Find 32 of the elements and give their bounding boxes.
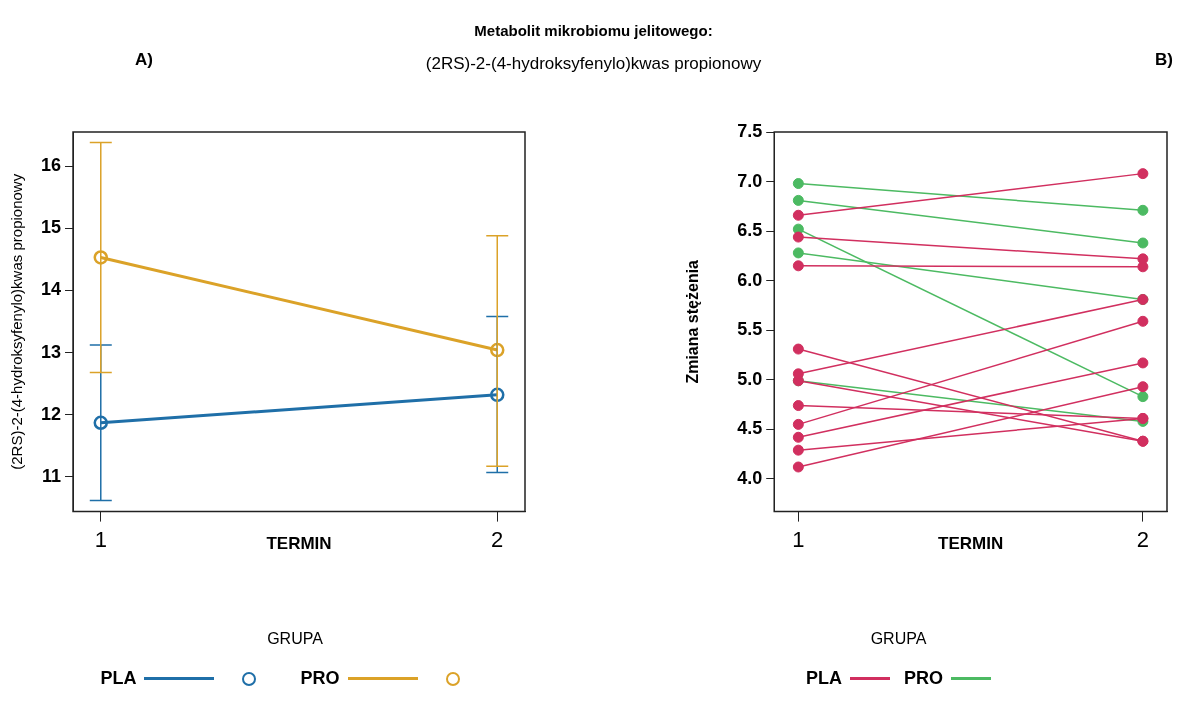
x-tick-label: 1: [94, 526, 107, 552]
text: A): [135, 50, 153, 70]
y-tick-label: 14: [40, 279, 62, 300]
x-tick-label: 2: [491, 526, 504, 552]
x-axis-title: TERMIN: [938, 533, 1004, 553]
y-tick-label: 6.0: [737, 269, 763, 290]
y-tick-label: 6.5: [737, 220, 763, 241]
legend-title: GRUPA: [869, 630, 928, 648]
legend-label: PRO: [300, 668, 340, 689]
chart-subtitle: (2RS)-2-(4-hydroksyfenylo)kwas propionowy: [425, 54, 762, 73]
legend-label: PLA: [100, 668, 137, 689]
legend-label: PLA: [805, 668, 842, 689]
legend-label: PRO: [903, 668, 943, 689]
y-tick-label: 4.5: [737, 418, 763, 439]
y-tick-label: 13: [40, 341, 62, 362]
x-tick-label: 1: [792, 526, 805, 552]
x-axis-title: TERMIN: [266, 533, 332, 553]
y-tick-label: 12: [40, 403, 62, 424]
chart-title: Metabolit mikrobiomu jelitowego:: [473, 22, 714, 39]
x-tick-label: 2: [1136, 526, 1150, 552]
y-axis-title: (2RS)-2-(4-hydroksyfenylo)kwas propionowy: [8, 173, 26, 470]
y-tick-label: 15: [40, 217, 62, 238]
y-tick-label: 7.0: [737, 170, 763, 191]
text: B): [1155, 50, 1173, 70]
legend-title: GRUPA: [266, 630, 324, 648]
y-tick-label: 7.5: [737, 120, 763, 141]
y-tick-label: 16: [40, 155, 62, 176]
y-axis-title: Zmiana stężenia: [684, 259, 702, 384]
y-tick-label: 5.5: [737, 319, 763, 340]
y-tick-label: 11: [41, 465, 62, 486]
y-tick-label: 5.0: [737, 368, 763, 389]
y-tick-label: 4.0: [737, 467, 763, 488]
